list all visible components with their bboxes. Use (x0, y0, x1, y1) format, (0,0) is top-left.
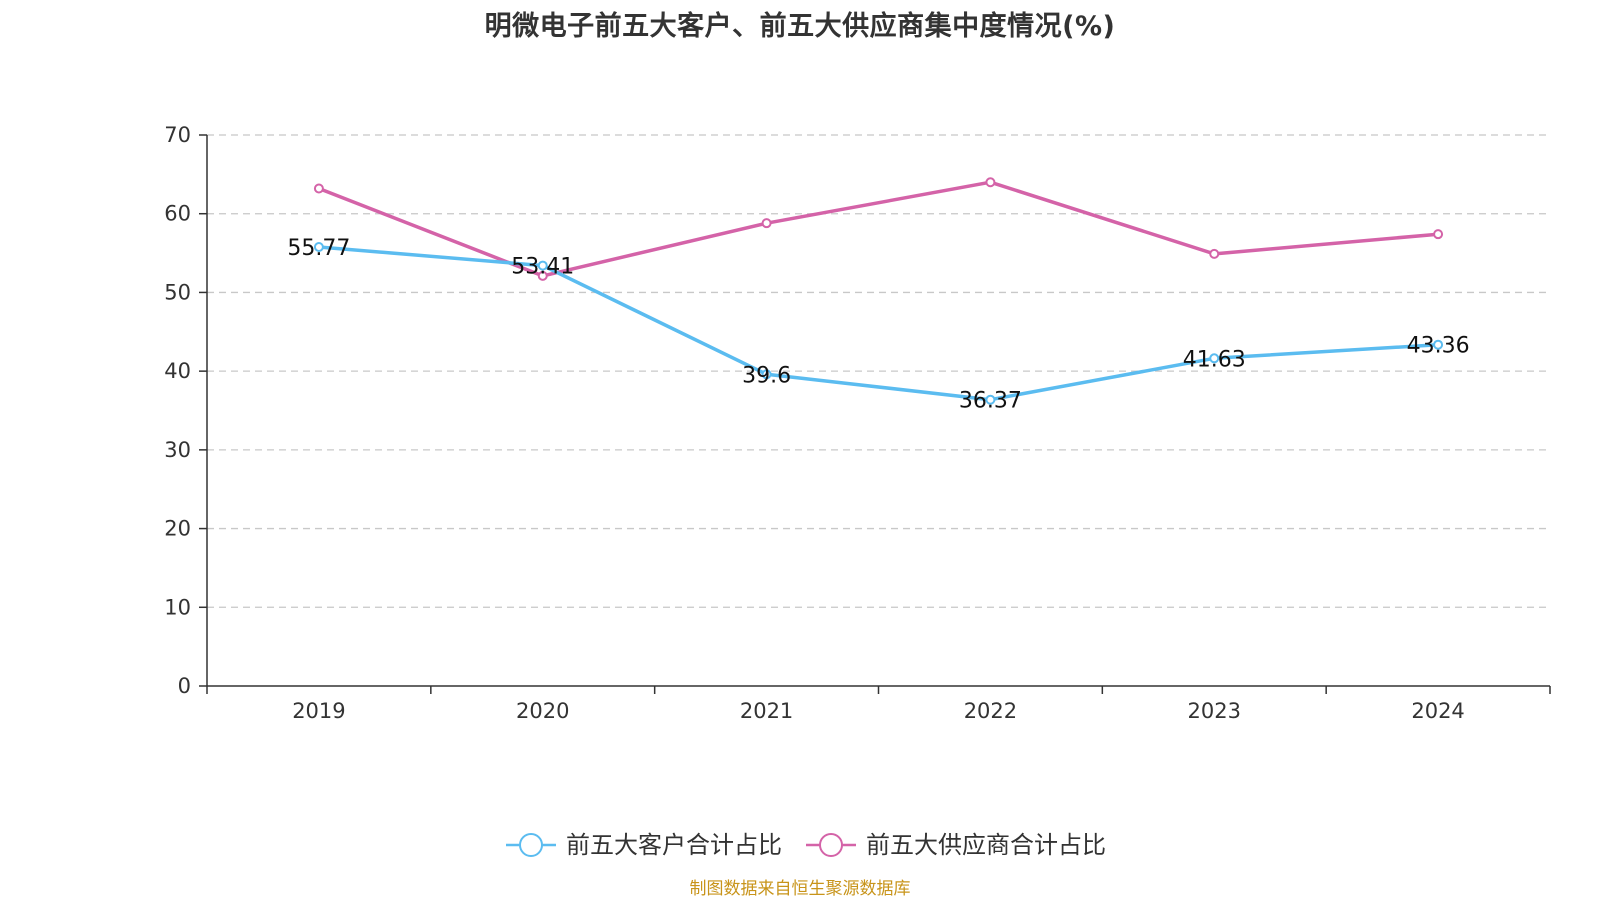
x-tick-label-2022: 2022 (964, 699, 1017, 723)
grid-lines (207, 134, 1550, 608)
y-tick-label: 50 (164, 280, 191, 304)
data-point[interactable] (1433, 339, 1444, 350)
series-lines (313, 177, 1444, 405)
y-tick-label: 20 (164, 517, 191, 541)
source-note: 制图数据来自恒生聚源数据库 (689, 879, 911, 899)
data-label: 55.77 (287, 236, 350, 261)
data-point[interactable] (537, 270, 548, 281)
y-tick-label: 0 (178, 674, 191, 698)
y-tick-label: 40 (164, 359, 191, 383)
legend-marker-icon (819, 833, 843, 857)
y-tick-label: 70 (164, 123, 191, 147)
data-point[interactable] (1209, 248, 1220, 259)
data-point[interactable] (761, 218, 772, 229)
data-labels: 55.77 53.41 39.6 36.37 41.63 43.36 (287, 236, 1469, 414)
data-point[interactable] (1209, 353, 1220, 364)
chart-title: 明微电子前五大客户、前五大供应商集中度情况(%) (484, 11, 1116, 42)
x-tick-label-2024: 2024 (1411, 699, 1464, 723)
x-tick-label-2020: 2020 (516, 699, 569, 723)
legend-label: 前五大供应商合计占比 (866, 831, 1106, 859)
legend-marker-icon (519, 833, 543, 857)
y-tick-label: 10 (164, 595, 191, 619)
data-label: 39.6 (742, 363, 791, 388)
data-label: 53.41 (511, 255, 574, 280)
series-line-0 (317, 245, 1440, 402)
data-point[interactable] (985, 394, 996, 405)
data-point[interactable] (1433, 229, 1444, 240)
legend-item-1[interactable]: 前五大供应商合计占比 (806, 831, 1106, 859)
data-point[interactable] (313, 242, 324, 253)
data-point[interactable] (313, 183, 324, 194)
x-tick-label-2021: 2021 (740, 699, 793, 723)
x-tick-label-2023: 2023 (1188, 699, 1241, 723)
data-label: 41.63 (1183, 347, 1246, 372)
x-tick-label-2019: 2019 (292, 699, 345, 723)
data-point[interactable] (537, 260, 548, 271)
data-label: 43.36 (1407, 334, 1470, 359)
data-point[interactable] (985, 177, 996, 188)
y-tick-label: 60 (164, 202, 191, 226)
axes: 0 10 20 30 40 50 60 70 2019 2020 2021 2022 2023 2024 (164, 123, 1551, 723)
legend-item-0[interactable]: 前五大客户合计占比 (506, 831, 782, 859)
data-point[interactable] (761, 369, 772, 380)
legend[interactable]: 前五大客户合计占比 前五大供应商合计占比 (506, 831, 1106, 859)
legend-label: 前五大客户合计占比 (566, 831, 782, 859)
data-label: 36.37 (959, 389, 1022, 414)
y-tick-label: 30 (164, 438, 191, 462)
